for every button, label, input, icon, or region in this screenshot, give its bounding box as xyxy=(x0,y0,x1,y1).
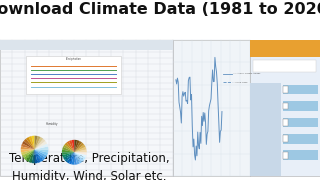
Bar xyxy=(250,40,320,57)
Wedge shape xyxy=(74,140,80,152)
Text: Humidity: Humidity xyxy=(45,122,58,126)
Bar xyxy=(283,134,318,144)
Bar xyxy=(250,40,320,176)
Wedge shape xyxy=(35,150,38,163)
Wedge shape xyxy=(35,143,48,150)
Wedge shape xyxy=(74,147,86,152)
Bar xyxy=(0,40,173,176)
Wedge shape xyxy=(74,152,77,165)
Wedge shape xyxy=(35,150,43,162)
Wedge shape xyxy=(67,141,74,152)
Wedge shape xyxy=(72,152,74,165)
Wedge shape xyxy=(74,140,77,152)
Wedge shape xyxy=(28,150,35,163)
Wedge shape xyxy=(63,152,74,160)
Bar xyxy=(173,40,250,176)
Wedge shape xyxy=(65,152,74,162)
Wedge shape xyxy=(21,150,35,156)
Wedge shape xyxy=(62,147,74,152)
Wedge shape xyxy=(69,152,74,164)
Wedge shape xyxy=(24,150,35,160)
Wedge shape xyxy=(74,145,85,152)
Wedge shape xyxy=(74,152,80,164)
Wedge shape xyxy=(74,143,84,152)
Text: Temperature, Precipitation,: Temperature, Precipitation, xyxy=(9,152,170,165)
Wedge shape xyxy=(21,147,35,150)
Wedge shape xyxy=(35,137,43,150)
Wedge shape xyxy=(74,152,82,163)
Bar xyxy=(283,150,318,160)
Wedge shape xyxy=(74,141,82,152)
Wedge shape xyxy=(72,140,74,152)
Bar xyxy=(283,119,288,126)
Bar xyxy=(0,40,173,50)
Wedge shape xyxy=(62,152,74,155)
Wedge shape xyxy=(21,143,35,150)
Wedge shape xyxy=(74,152,84,162)
Wedge shape xyxy=(35,150,45,160)
Wedge shape xyxy=(35,150,41,163)
Wedge shape xyxy=(74,149,87,152)
Bar xyxy=(283,86,288,93)
Wedge shape xyxy=(63,145,74,152)
Wedge shape xyxy=(62,149,74,152)
Wedge shape xyxy=(67,152,74,163)
Wedge shape xyxy=(35,150,47,158)
Bar xyxy=(250,83,281,176)
Wedge shape xyxy=(35,147,48,150)
Wedge shape xyxy=(31,150,35,163)
Wedge shape xyxy=(35,150,48,156)
Wedge shape xyxy=(35,150,48,153)
Bar xyxy=(253,60,316,72)
Text: —— Annual Climate Average: —— Annual Climate Average xyxy=(234,73,261,74)
Bar xyxy=(283,135,288,142)
Text: Precipitation: Precipitation xyxy=(66,57,81,61)
Wedge shape xyxy=(35,141,47,150)
Wedge shape xyxy=(22,141,35,150)
Bar xyxy=(283,152,288,159)
Bar xyxy=(283,103,288,109)
Wedge shape xyxy=(74,152,86,158)
Wedge shape xyxy=(22,150,35,158)
Wedge shape xyxy=(74,152,87,155)
Wedge shape xyxy=(26,150,35,162)
Wedge shape xyxy=(74,152,85,160)
Bar xyxy=(26,56,121,94)
Bar xyxy=(283,85,318,94)
Text: Download Climate Data (1981 to 2020): Download Climate Data (1981 to 2020) xyxy=(0,2,320,17)
Bar xyxy=(283,101,318,111)
Wedge shape xyxy=(24,139,35,150)
Wedge shape xyxy=(35,136,38,150)
Wedge shape xyxy=(35,136,41,150)
Text: Humidity, Wind, Solar etc.: Humidity, Wind, Solar etc. xyxy=(12,170,167,180)
Wedge shape xyxy=(69,140,74,152)
Wedge shape xyxy=(31,136,35,150)
Wedge shape xyxy=(28,136,35,150)
Wedge shape xyxy=(35,139,45,150)
Bar xyxy=(283,118,318,127)
Wedge shape xyxy=(65,143,74,152)
Wedge shape xyxy=(26,137,35,150)
Wedge shape xyxy=(21,150,35,153)
Wedge shape xyxy=(62,152,74,158)
